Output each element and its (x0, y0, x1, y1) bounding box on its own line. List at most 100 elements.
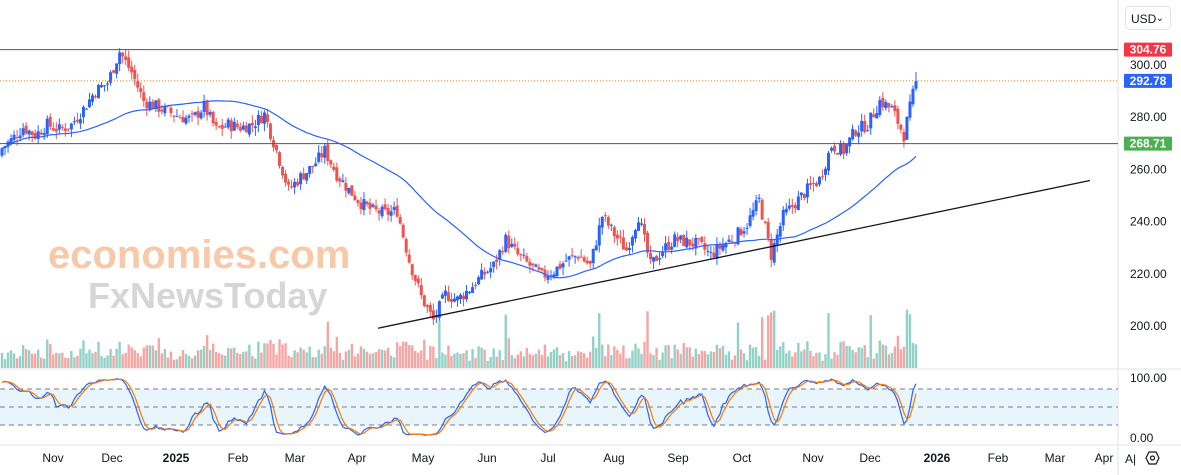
volume-bar (866, 357, 869, 368)
volume-bar (757, 356, 761, 368)
volume-bar (347, 349, 351, 368)
volume-bar (881, 344, 885, 368)
volume-bar (902, 346, 906, 368)
volume-bar (136, 353, 139, 368)
candle (332, 166, 336, 170)
candle (359, 202, 363, 210)
volume-bar (652, 354, 655, 368)
candle (389, 211, 393, 216)
volume-bar (100, 355, 103, 368)
volume-bar (827, 313, 830, 368)
candle (685, 237, 689, 248)
candle (552, 274, 556, 277)
candle (371, 204, 375, 207)
settings-icon-hex (1145, 451, 1160, 465)
candle (90, 95, 94, 102)
volume-bar (299, 347, 302, 368)
candle (383, 204, 387, 210)
candle (516, 248, 520, 255)
candle (543, 269, 547, 278)
y-tick-label: 260.00 (1130, 162, 1167, 176)
volume-bar (688, 347, 691, 368)
candle (652, 257, 656, 262)
volume-bar (139, 356, 142, 368)
volume-bar (745, 360, 749, 368)
candle (431, 310, 435, 320)
x-tick-label: Sep (667, 451, 689, 465)
candle (268, 123, 272, 139)
candle (187, 115, 191, 118)
settings-icon[interactable] (1145, 451, 1160, 465)
volume-bar (797, 342, 800, 368)
candle (256, 114, 260, 126)
volume-bar (773, 310, 776, 368)
candle (890, 106, 894, 108)
volume-bar (163, 348, 167, 368)
candle (808, 183, 812, 186)
volume-bar (878, 340, 881, 368)
watermark-economies: economies.com (48, 233, 350, 277)
volume-bar (314, 357, 317, 368)
candle (353, 195, 357, 200)
candle (178, 117, 182, 119)
candle (296, 181, 300, 186)
volume-bar (564, 361, 568, 368)
volume-bar (763, 359, 767, 368)
volume-bar (408, 345, 411, 368)
candle (293, 181, 297, 188)
volume-bar (694, 348, 697, 368)
candle (274, 145, 278, 151)
candle (887, 103, 891, 108)
candle (570, 255, 574, 257)
candle (911, 88, 915, 105)
candle (811, 183, 815, 185)
candle (232, 121, 236, 131)
y-tick-label: 300.00 (1130, 58, 1167, 72)
candle (510, 243, 514, 247)
candle (790, 204, 794, 207)
volume-bar (365, 351, 369, 368)
volume-bar (754, 347, 758, 368)
currency-selector[interactable]: USD ⌄ (1125, 6, 1171, 30)
volume-bar (398, 346, 402, 368)
currency-label: USD (1131, 12, 1157, 26)
volume-bar (788, 350, 791, 368)
volume-bar (833, 352, 836, 368)
candle (247, 123, 251, 135)
candle (21, 128, 25, 136)
volume-bar (619, 353, 622, 368)
volume-bar (860, 347, 863, 368)
candle (658, 258, 662, 260)
auto-scale-button[interactable]: A| (1125, 452, 1136, 466)
volume-bar (456, 352, 459, 368)
candle (259, 115, 263, 124)
candle (48, 116, 52, 127)
candle (425, 305, 429, 307)
candle (42, 133, 46, 136)
candle (124, 56, 128, 60)
volume-bar (130, 347, 133, 368)
candle (395, 205, 399, 217)
candle (163, 105, 167, 114)
volume-bar (317, 349, 320, 368)
candle (522, 254, 526, 256)
volume-bar (531, 355, 535, 368)
volume-bar (36, 349, 40, 368)
volume-bar (33, 353, 37, 368)
volume-bar (368, 354, 372, 368)
candle (842, 143, 846, 155)
volume-bar (166, 357, 170, 368)
volume-bar (160, 353, 164, 368)
x-tick-label: Feb (228, 451, 249, 465)
candle (848, 137, 852, 147)
candle (416, 278, 420, 284)
volume-bar (489, 356, 492, 368)
candle (555, 266, 559, 277)
candle (407, 254, 411, 263)
volume-bar (344, 351, 348, 368)
volume-bar (875, 353, 878, 368)
candle (15, 137, 19, 139)
candle (667, 242, 671, 251)
